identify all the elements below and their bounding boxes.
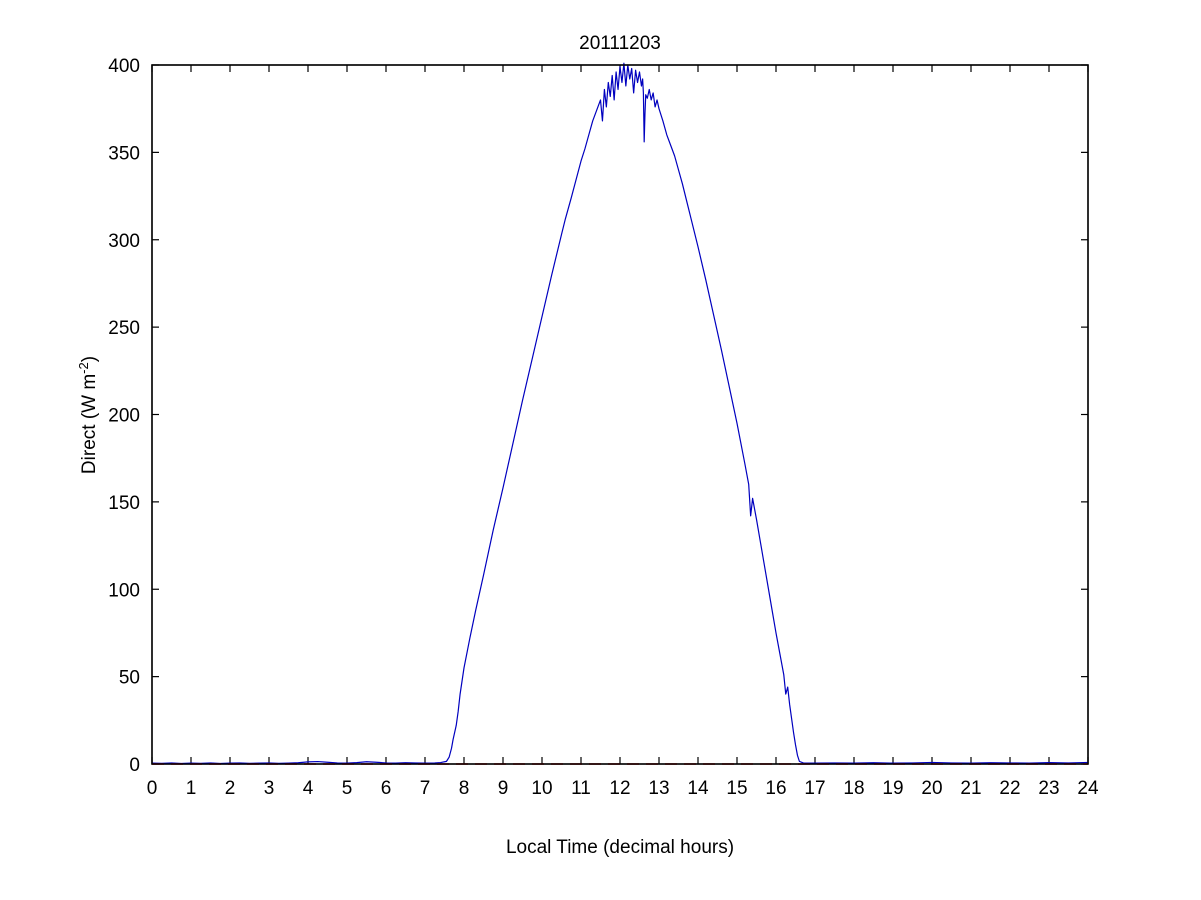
x-tick-label: 8 bbox=[459, 778, 470, 799]
x-tick-label: 18 bbox=[843, 778, 864, 799]
x-tick-label: 24 bbox=[1077, 778, 1099, 799]
x-tick-label: 4 bbox=[303, 778, 314, 799]
x-tick-label: 9 bbox=[498, 778, 509, 799]
x-tick-label: 23 bbox=[1038, 778, 1059, 799]
x-tick-label: 0 bbox=[147, 778, 158, 799]
y-tick-label: 250 bbox=[108, 318, 140, 339]
x-tick-label: 14 bbox=[687, 778, 709, 799]
y-axis-title-tail: ) bbox=[79, 356, 100, 362]
x-tick-label: 19 bbox=[882, 778, 903, 799]
x-tick-label: 7 bbox=[420, 778, 431, 799]
y-tick-label: 400 bbox=[108, 56, 140, 77]
x-tick-label: 12 bbox=[609, 778, 630, 799]
chart-title: 20111203 bbox=[579, 33, 661, 54]
x-axis-title: Local Time (decimal hours) bbox=[506, 837, 734, 858]
x-tick-label: 3 bbox=[264, 778, 275, 799]
y-axis-title-superscript: -2 bbox=[76, 362, 91, 374]
x-tick-label: 6 bbox=[381, 778, 392, 799]
x-tick-label: 5 bbox=[342, 778, 353, 799]
y-tick-label: 100 bbox=[108, 580, 140, 601]
x-tick-label: 20 bbox=[921, 778, 942, 799]
x-tick-label: 10 bbox=[531, 778, 552, 799]
x-tick-label: 11 bbox=[571, 778, 591, 799]
x-tick-label: 15 bbox=[726, 778, 747, 799]
y-axis-title-base: Direct (W m bbox=[79, 374, 100, 474]
x-tick-label: 16 bbox=[765, 778, 786, 799]
y-tick-label: 50 bbox=[119, 668, 140, 689]
y-tick-label: 300 bbox=[108, 231, 140, 252]
data-line-direct bbox=[151, 62, 1089, 765]
x-tick-label: 1 bbox=[186, 778, 197, 799]
y-tick-label: 350 bbox=[108, 143, 140, 164]
x-axis-ticks bbox=[151, 65, 1089, 764]
y-axis-title: Direct (W m-2) bbox=[76, 356, 100, 474]
plot-area: 0 1 2 3 4 5 6 7 8 9 10 11 12 13 14 15 16 17 18 19 20 21 22 23 24… bbox=[108, 56, 1099, 799]
x-axis-tick-labels: 0 1 2 3 4 5 6 7 8 9 10 11 12 13 14 15 16 17 18 19 20 21 22 23 24 bbox=[147, 778, 1099, 799]
y-axis-tick-labels: 0 50 100 150 200 250 300 350 400 bbox=[108, 56, 140, 776]
y-tick-label: 0 bbox=[129, 755, 140, 776]
x-tick-label: 2 bbox=[225, 778, 236, 799]
x-tick-label: 21 bbox=[960, 778, 981, 799]
axes-box-overlay bbox=[151, 64, 1089, 765]
x-tick-label: 13 bbox=[648, 778, 669, 799]
x-tick-label: 22 bbox=[999, 778, 1020, 799]
y-tick-label: 150 bbox=[108, 493, 140, 514]
x-tick-label: 17 bbox=[804, 778, 825, 799]
y-tick-label: 200 bbox=[108, 406, 140, 427]
